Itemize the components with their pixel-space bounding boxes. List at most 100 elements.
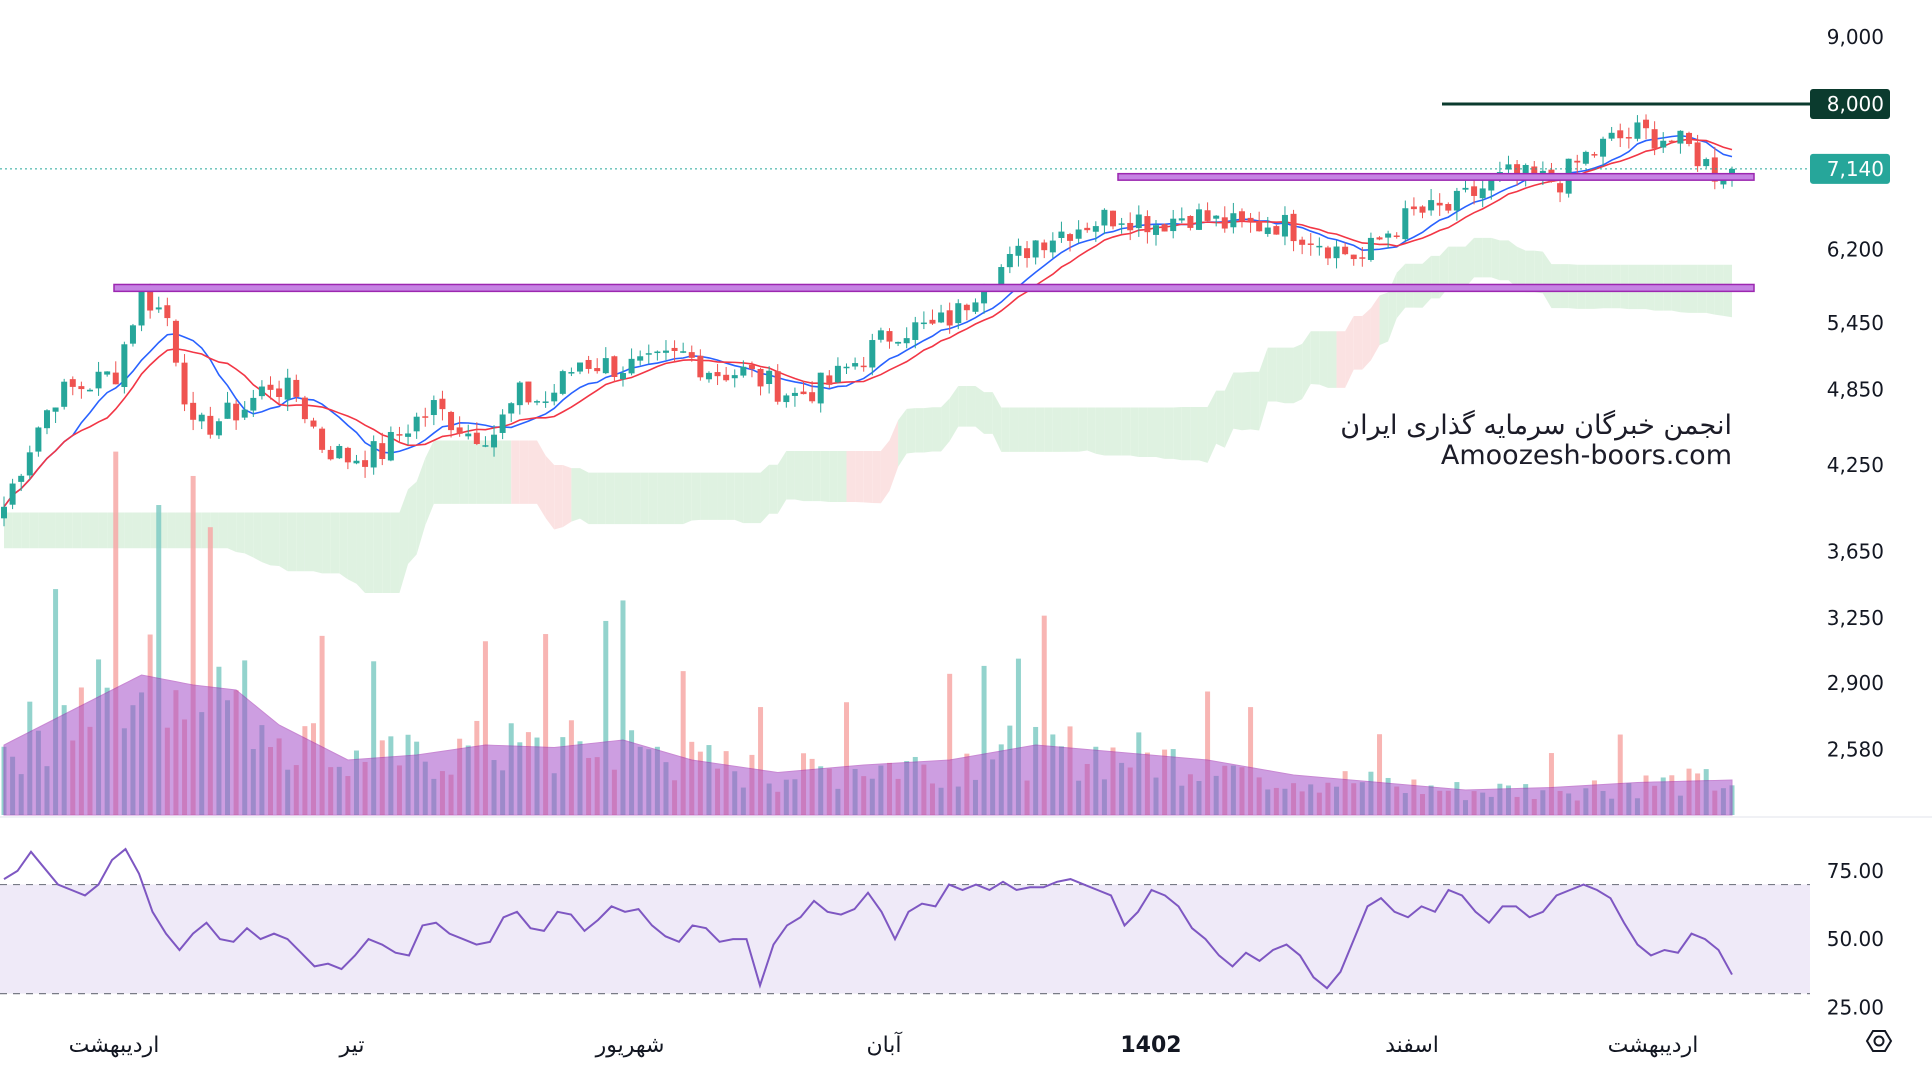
candle-body — [981, 289, 988, 304]
candle-body — [1307, 243, 1314, 245]
candle-body — [35, 427, 42, 452]
candle-body — [860, 365, 867, 368]
candle-body — [525, 381, 532, 403]
cloud-segment — [829, 450, 838, 503]
cloud-segment — [1190, 407, 1199, 461]
candle-body — [413, 416, 420, 432]
candle-body — [439, 398, 446, 410]
candle-body — [1625, 137, 1632, 139]
candle-body — [972, 302, 979, 312]
cloud-segment — [304, 512, 314, 572]
candle-body — [1230, 213, 1237, 228]
cloud-segment — [1001, 407, 1010, 452]
cloud-segment — [872, 450, 881, 504]
candle-body — [1316, 245, 1323, 248]
watermark-line-1: انجمن خبرگان سرمایه گذاری ایران — [1340, 410, 1732, 441]
candle-body — [465, 433, 472, 437]
cloud-segment — [1388, 272, 1397, 342]
candle-body — [1024, 248, 1031, 259]
candle-body — [319, 428, 326, 450]
candle-body — [250, 397, 257, 411]
candle-body — [568, 372, 575, 374]
cloud-segment — [485, 440, 495, 504]
cloud-segment — [674, 472, 684, 525]
candle-body — [998, 267, 1005, 287]
cloud-segment — [537, 440, 546, 518]
cloud-segment — [614, 472, 623, 525]
cloud-segment — [949, 385, 959, 442]
candle-body — [1600, 138, 1607, 157]
candle-body — [1238, 211, 1245, 221]
cloud-segment — [313, 512, 323, 574]
candle-body — [843, 366, 850, 369]
volume-bar — [1377, 734, 1383, 815]
cloud-segment — [1517, 246, 1526, 293]
volume-bar — [190, 475, 196, 815]
cloud-segment — [1491, 237, 1500, 281]
candle-body — [791, 392, 798, 396]
price-tick-label: 2,900 — [1827, 671, 1884, 695]
candle-body — [1608, 132, 1615, 139]
time-tick-label: 1402 — [1120, 1033, 1181, 1058]
candle-body — [1385, 233, 1392, 238]
candle-body — [301, 397, 308, 420]
volume-bar — [1617, 734, 1623, 815]
cloud-segment — [1113, 407, 1122, 456]
candle-body — [1170, 218, 1177, 232]
cloud-segment — [915, 408, 924, 453]
cloud-segment — [1448, 246, 1457, 288]
cloud-segment — [1078, 407, 1088, 452]
price-tick-label: 4,850 — [1827, 377, 1884, 401]
candle-body — [1488, 178, 1495, 191]
candle-body — [276, 388, 283, 397]
cloud-segment — [975, 385, 985, 434]
cloud-segment — [1138, 407, 1148, 458]
candle-body — [662, 350, 669, 353]
cloud-segment — [734, 472, 744, 524]
volume-bar — [680, 671, 686, 815]
cloud-segment — [580, 468, 589, 525]
axis-pane: 9,000 8,000 7,140 6,200 5,450 4,850 4,250 3,650… — [0, 25, 1932, 1058]
candle-body — [1514, 164, 1521, 177]
cloud-segment — [1035, 407, 1045, 452]
cloud-segment — [597, 472, 606, 525]
level-price-label: 8,000 — [1827, 92, 1884, 116]
ma-slow-line — [3, 138, 1733, 508]
cloud-segment — [966, 385, 976, 427]
cloud-segment — [1216, 390, 1225, 448]
candle-body — [327, 449, 334, 460]
candle-body — [1049, 240, 1056, 253]
candle-body — [456, 427, 463, 434]
cloud-segment — [270, 512, 280, 566]
cloud-segment — [1482, 237, 1492, 278]
cloud-segment — [622, 472, 632, 525]
cloud-segment — [399, 489, 409, 594]
candle-body — [680, 351, 687, 353]
cloud-segment — [459, 440, 469, 504]
candle-body — [1324, 247, 1331, 259]
candle-body — [534, 401, 541, 403]
candle-body — [886, 331, 893, 342]
candle-body — [1350, 254, 1357, 260]
candle-body — [1127, 222, 1134, 231]
cloud-segment — [1207, 390, 1217, 463]
cloud-segment — [958, 385, 967, 427]
cloud-segment — [1027, 407, 1036, 452]
cloud-segment — [1121, 407, 1131, 456]
candle-body — [293, 379, 300, 397]
cloud-segment — [365, 512, 374, 594]
cloud-segment — [648, 472, 658, 525]
candle-body — [938, 312, 945, 323]
cloud-segment — [72, 512, 82, 549]
cloud-segment — [1070, 407, 1079, 452]
candle-body — [946, 310, 953, 326]
candle-body — [78, 386, 85, 390]
cloud-segment — [665, 472, 675, 525]
settings-gear-icon[interactable] — [1865, 1027, 1893, 1055]
candle-body — [147, 290, 154, 311]
candle-body — [619, 372, 626, 380]
candle-body — [1015, 245, 1022, 256]
cloud-segment — [1336, 331, 1346, 388]
volume-bar — [1205, 691, 1211, 815]
cloud-segment — [1250, 371, 1260, 431]
